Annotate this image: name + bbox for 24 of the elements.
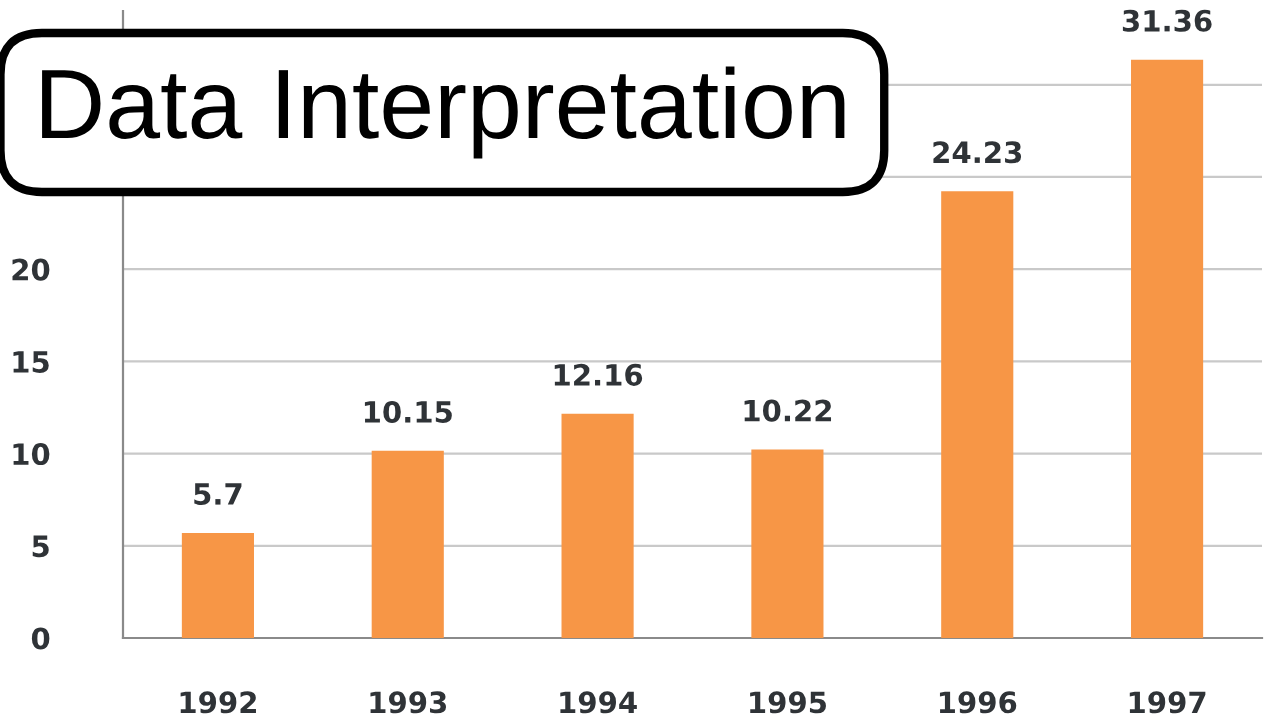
x-tick-label: 1994 [560,691,637,714]
x-tick-label: 1997 [1129,691,1206,714]
bar [751,449,824,638]
data-label: 24.23 [933,141,1022,164]
data-label: 12.16 [554,363,643,386]
y-tick-label: 0 [31,627,50,650]
text: Data Interpretation [42,66,845,159]
data-label: 5.7 [194,483,242,506]
y-tick-label: 5 [32,535,49,558]
x-tick-label: 1992 [180,691,256,714]
bar [561,413,634,638]
data-label: 10.15 [364,400,452,423]
bar [371,450,444,638]
bar [181,532,254,638]
x-tick-label: 1993 [370,691,447,714]
data-label: 31.36 [1122,9,1212,32]
x-tick-label: 1996 [939,691,1017,714]
y-tick-label: 15 [13,351,49,373]
data-label: 10.22 [744,399,832,422]
bar [941,191,1014,638]
y-tick-label: 20 [12,258,50,281]
y-tick-label: 10 [13,443,50,466]
bar [1131,59,1204,638]
x-tick-label: 1995 [750,691,826,714]
